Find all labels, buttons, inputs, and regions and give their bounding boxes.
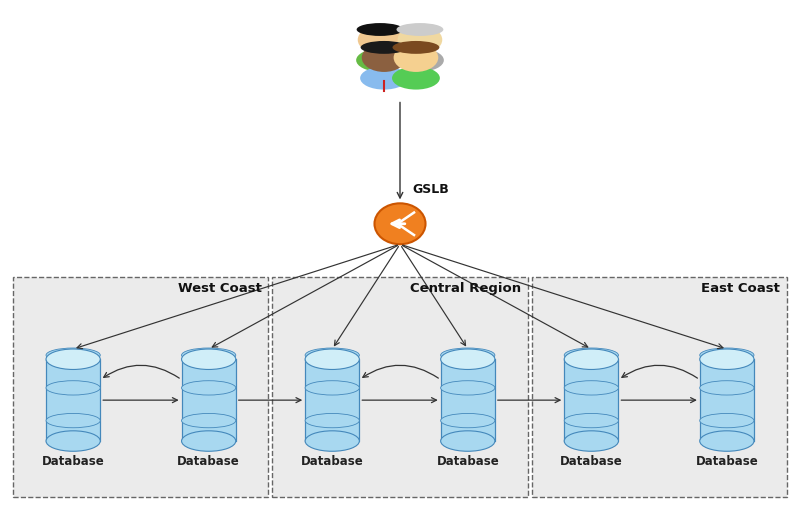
Ellipse shape [564, 381, 618, 395]
Ellipse shape [46, 381, 100, 395]
Ellipse shape [361, 41, 407, 54]
Ellipse shape [182, 349, 236, 370]
Ellipse shape [700, 431, 754, 451]
Ellipse shape [700, 381, 754, 395]
Bar [305, 359, 359, 441]
Circle shape [362, 43, 406, 72]
Ellipse shape [374, 204, 426, 244]
Bar [564, 359, 618, 441]
Ellipse shape [46, 349, 100, 370]
Ellipse shape [441, 413, 495, 428]
Ellipse shape [305, 431, 359, 451]
Ellipse shape [441, 349, 495, 370]
Ellipse shape [392, 67, 440, 89]
Circle shape [398, 25, 442, 54]
FancyBboxPatch shape [14, 278, 269, 497]
Ellipse shape [564, 431, 618, 451]
Ellipse shape [700, 349, 754, 370]
Ellipse shape [441, 431, 495, 451]
Text: Database: Database [560, 455, 622, 468]
Ellipse shape [441, 381, 495, 395]
Ellipse shape [182, 413, 236, 428]
Ellipse shape [305, 349, 359, 370]
Text: Database: Database [436, 455, 499, 468]
Ellipse shape [357, 23, 403, 36]
Circle shape [394, 43, 438, 72]
Ellipse shape [182, 348, 236, 362]
Text: Database: Database [178, 455, 240, 468]
Ellipse shape [46, 431, 100, 451]
Ellipse shape [397, 23, 443, 36]
Text: Database: Database [695, 455, 758, 468]
Bar [700, 359, 754, 441]
Ellipse shape [396, 49, 444, 71]
Text: East Coast: East Coast [702, 282, 780, 295]
FancyBboxPatch shape [531, 278, 786, 497]
Ellipse shape [700, 413, 754, 428]
Bar [182, 359, 236, 441]
Ellipse shape [182, 431, 236, 451]
Text: Database: Database [301, 455, 364, 468]
Ellipse shape [182, 381, 236, 395]
Ellipse shape [700, 348, 754, 362]
Ellipse shape [305, 348, 359, 362]
Bar [441, 359, 495, 441]
Ellipse shape [46, 413, 100, 428]
Ellipse shape [356, 49, 404, 71]
Ellipse shape [564, 349, 618, 370]
Ellipse shape [360, 67, 408, 89]
Ellipse shape [564, 413, 618, 428]
Bar [46, 359, 100, 441]
Ellipse shape [305, 413, 359, 428]
Ellipse shape [46, 348, 100, 362]
Ellipse shape [305, 381, 359, 395]
Ellipse shape [441, 348, 495, 362]
Text: West Coast: West Coast [178, 282, 262, 295]
Text: GSLB: GSLB [412, 182, 449, 196]
Text: Database: Database [42, 455, 105, 468]
Circle shape [358, 25, 402, 54]
FancyBboxPatch shape [273, 278, 527, 497]
Ellipse shape [393, 41, 439, 54]
Ellipse shape [564, 348, 618, 362]
Text: Central Region: Central Region [410, 282, 521, 295]
